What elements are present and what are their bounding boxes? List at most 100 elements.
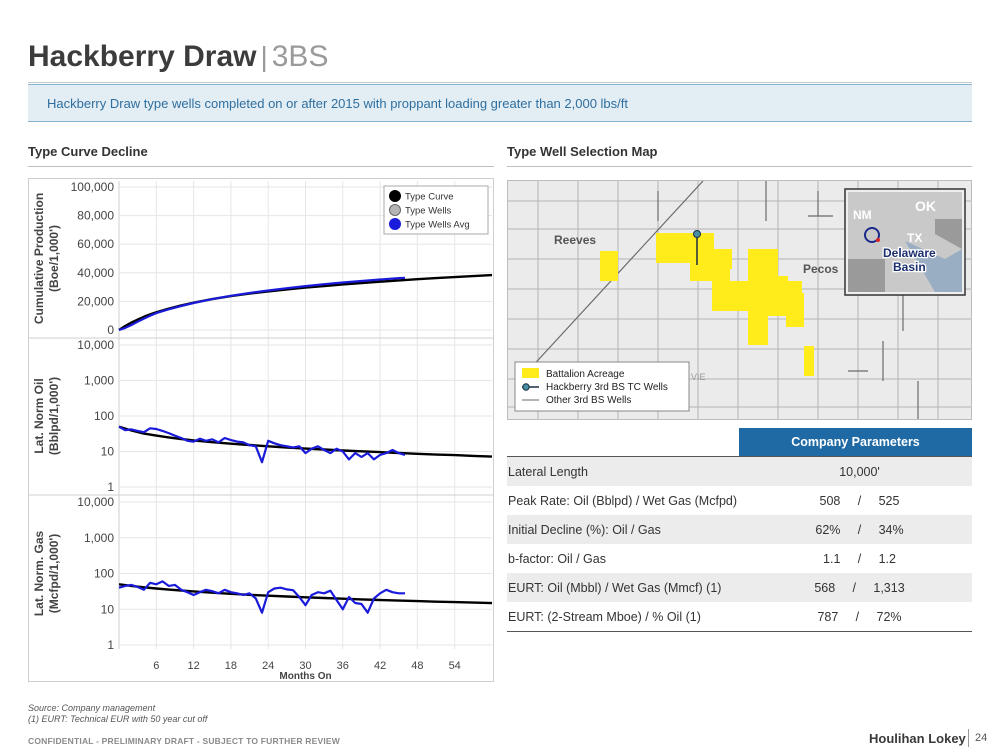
confidential-notice: CONFIDENTIAL - PRELIMINARY DRAFT - SUBJE…: [28, 736, 341, 746]
chart-y-axis-label: (Mcfpd/1,000'): [47, 534, 61, 614]
parameter-row-eur-oil-gas: EURT: Oil (Mbbl) / Wet Gas (Mmcf) (1) 56…: [507, 573, 972, 602]
chart-y-tick-label: 100: [94, 409, 114, 423]
inset-label-nm: NM: [853, 208, 872, 222]
parameter-value: 508 / 525: [819, 494, 900, 508]
series-type-curve: [118, 583, 493, 605]
chart-y-tick-label: 0: [107, 323, 114, 337]
map-label-reeves: Reeves: [554, 233, 596, 247]
series-type-wells-avg: [118, 425, 406, 464]
map-label-pecos: Pecos: [803, 262, 839, 276]
chart-legend-label: Type Curve: [405, 192, 454, 203]
chart-x-tick-label: 6: [153, 660, 159, 672]
info-banner: Hackberry Draw type wells completed on o…: [28, 84, 972, 122]
type-curve-charts-svg: 100,000 80,000 60,000 40,000 20,000 0 Cumulati…: [29, 180, 493, 682]
chart-y-tick-label: 80,000: [77, 209, 114, 223]
title-separator: |: [260, 41, 268, 72]
parameter-row-eur-2-stream: EURT: (2-Stream Mboe) / % Oil (1) 787 / …: [507, 602, 972, 631]
parameter-value: 1.1 / 1.2: [823, 552, 896, 566]
type-curve-chart-panel: 100,000 80,000 60,000 40,000 20,000 0 Cumulati…: [28, 178, 494, 682]
banner-text: Hackberry Draw type wells completed on o…: [47, 96, 628, 111]
chart-x-tick-label: 12: [187, 660, 199, 672]
chart-y-tick-label: 10: [101, 445, 115, 459]
title-main: Hackberry Draw: [28, 40, 257, 73]
parameter-label: EURT: Oil (Mbbl) / Wet Gas (Mmcf) (1): [508, 581, 722, 595]
chart-y-tick-label: 100,000: [71, 180, 115, 194]
chart-legend-marker: [389, 204, 401, 216]
parameter-label: Lateral Length: [508, 465, 588, 479]
chart-y-axis-label: (Boe/1,000'): [47, 225, 61, 292]
chart-y-tick-label: 10,000: [77, 338, 114, 352]
parameters-top-rule: [507, 456, 972, 457]
chart-y-tick-label: 40,000: [77, 266, 114, 280]
chart-y-tick-label: 10,000: [77, 495, 114, 509]
chart-x-axis-label: Months On: [279, 671, 331, 681]
section-title-type-curve: Type Curve Decline: [28, 144, 148, 159]
map-inset-delaware-basin: NM OK TX Delaware Basin: [844, 188, 966, 296]
tc-well-marker: [693, 230, 701, 265]
parameter-label: Peak Rate: Oil (Bblpd) / Wet Gas (Mcfpd): [508, 494, 738, 508]
title-subtitle: 3BS: [271, 40, 329, 73]
parameter-row-lateral-length: Lateral Length 10,000': [507, 457, 972, 486]
parameter-row-initial-decline: Initial Decline (%): Oil / Gas 62% / 34%: [507, 515, 972, 544]
section-divider-right: [507, 166, 972, 167]
chart-y-tick-label: 1: [107, 480, 114, 494]
section-divider-left: [28, 166, 494, 167]
chart-y-axis-label: (Bblpd/1,000'): [47, 377, 61, 455]
chart-y-axis-label: Lat. Norm Oil: [32, 378, 46, 453]
chart-x-tick-label: 48: [411, 660, 423, 672]
footnote-eur: (1) EURT: Technical EUR with 50 year cut…: [28, 714, 208, 724]
chart-y-tick-label: 1,000: [84, 531, 114, 545]
type-well-selection-map: Reeves Pecos VIE NM OK TX Delaware Basin…: [507, 180, 972, 420]
parameter-value: 568 / 1,313: [814, 581, 905, 595]
parameter-label: Initial Decline (%): Oil / Gas: [508, 523, 661, 537]
chart-x-tick-label: 18: [225, 660, 237, 672]
parameter-label: b-factor: Oil / Gas: [508, 552, 606, 566]
parameters-bottom-rule: [507, 631, 972, 632]
chart-x-tick-label: 36: [337, 660, 349, 672]
series-type-curve: [118, 425, 493, 458]
series-type-wells-avg: [118, 276, 406, 332]
map-legend: Battalion Acreage Hackberry 3rd BS TC We…: [514, 361, 690, 412]
title-divider: [28, 82, 972, 83]
chart-y-axis-label: Lat. Norm. Gas: [32, 531, 46, 617]
parameter-row-peak-rate: Peak Rate: Oil (Bblpd) / Wet Gas (Mcfpd)…: [507, 486, 972, 515]
map-svg: Reeves Pecos VIE NM OK TX Delaware Basin…: [508, 181, 971, 419]
inset-label-basin-line1: Delaware: [883, 246, 936, 260]
legend-swatch-tc-well: [522, 383, 530, 391]
brand-logo-text: Houlihan Lokey: [869, 731, 966, 746]
chart-legend-label: Type Wells: [405, 206, 452, 217]
footer-divider: [968, 729, 969, 747]
chart-y-tick-label: 20,000: [77, 294, 114, 308]
parameter-row-b-factor: b-factor: Oil / Gas 1.1 / 1.2: [507, 544, 972, 573]
chart-y-axis-label: Cumulative Production: [32, 193, 46, 324]
chart-x-tick-label: 42: [374, 660, 386, 672]
legend-label-other-wells: Other 3rd BS Wells: [546, 395, 631, 406]
chart-x-tick-label: 24: [262, 660, 274, 672]
chart-y-tick-label: 1: [107, 638, 114, 652]
parameter-label: EURT: (2-Stream Mboe) / % Oil (1): [508, 610, 701, 624]
page-title: Hackberry Draw | 3BS: [28, 40, 328, 74]
chart-legend-label: Type Wells Avg: [405, 220, 470, 231]
inset-label-basin-line2: Basin: [893, 260, 926, 274]
series-type-wells-avg: [118, 580, 405, 614]
chart-y-tick-label: 100: [94, 567, 114, 581]
footnote-source: Source: Company management: [28, 703, 156, 713]
page-number: 24: [975, 732, 988, 744]
legend-label-tc-wells: Hackberry 3rd BS TC Wells: [546, 382, 668, 393]
chart-y-tick-label: 1,000: [84, 374, 114, 388]
parameter-value: 10,000': [839, 465, 880, 479]
chart-y-tick-label: 60,000: [77, 237, 114, 251]
legend-swatch-acreage: [522, 368, 539, 378]
inset-label-tx: TX: [907, 231, 922, 245]
chart-legend-box: [383, 185, 489, 235]
legend-label-acreage: Battalion Acreage: [546, 369, 625, 380]
inset-label-ok: OK: [915, 198, 936, 214]
chart-legend-marker: [389, 218, 401, 230]
section-title-map: Type Well Selection Map: [507, 144, 658, 159]
chart-x-tick-label: 30: [299, 660, 311, 672]
parameter-value: 787 / 72%: [817, 610, 902, 624]
battalion-acreage-blocks: [600, 233, 814, 376]
chart-y-tick-label: 10: [101, 602, 115, 616]
map-stray-text: VIE: [691, 372, 706, 382]
parameter-value: 62% / 34%: [815, 523, 904, 537]
